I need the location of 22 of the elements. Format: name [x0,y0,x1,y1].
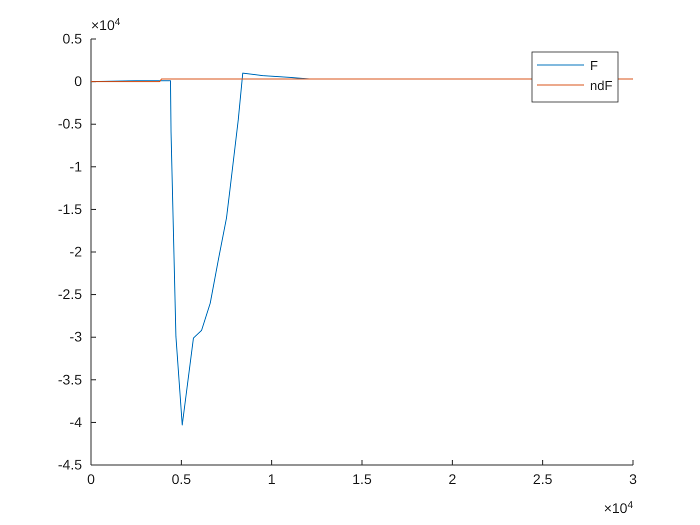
legend-label: ndF [590,78,612,93]
x-tick-label: 1.5 [352,470,372,487]
x-tick-label: 2 [448,470,456,487]
x-tick-label: 0 [87,470,96,487]
text: ×10$^{4}$ [604,500,634,516]
legend-label: F [590,58,598,73]
y-tick-label: -2 [70,243,82,260]
y-tick-label: 0.5 [62,30,82,46]
y-tick-label: -4.5 [58,456,82,472]
y-tick-label: -1.5 [58,200,82,217]
text: ×10$^{4}$ [91,16,121,33]
x-tick-label: 0.5 [172,470,192,487]
x-tick-label: 1 [268,470,276,487]
y-tick-label: -3.5 [58,371,82,388]
y-tick-label: -1 [70,158,82,174]
y-tick-label: -3 [70,328,82,345]
y-tick-label: -4 [70,414,82,430]
x-tick-label: 3 [629,470,638,487]
x-tick-label: 2.5 [532,470,553,487]
y-tick-label: 0 [74,73,82,90]
y-tick-label: -2.5 [58,286,82,302]
y-tick-label: -0.5 [58,116,82,132]
